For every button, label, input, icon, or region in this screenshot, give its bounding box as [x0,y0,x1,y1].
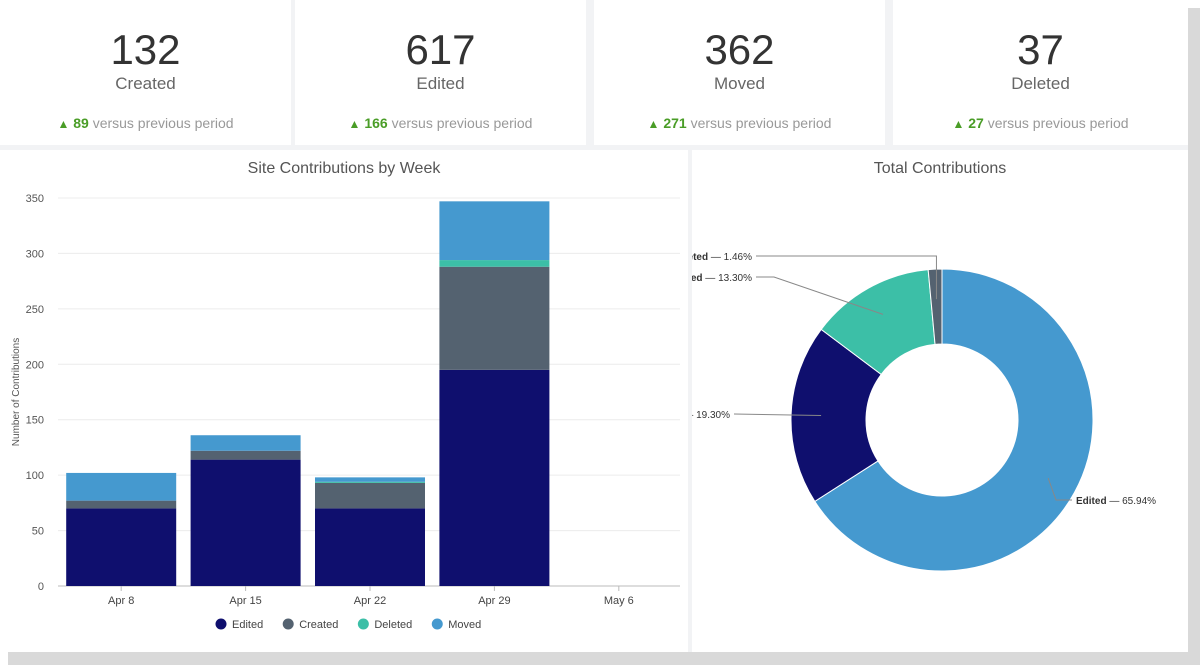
bar-segment-created[interactable] [190,450,301,460]
kpi-label: Created [115,74,176,93]
kpi-delta: ▲ 89 versus previous period [0,115,291,131]
donut-slice-label: Moved — 13.30% [692,273,752,284]
y-axis-label: Number of Contributions [11,338,22,446]
kpi-label: Deleted [1011,74,1070,93]
bar-chart-card: Site Contributions by Week 0 50 100 150 200 2… [0,150,688,652]
x-tick-label: Apr 29 [478,595,510,607]
y-tick-label: 0 [38,581,44,593]
kpi-delta: ▲ 271 versus previous period [594,115,885,131]
donut-slice-deleted[interactable] [927,268,943,345]
bar-segment-created[interactable] [315,482,425,509]
y-tick-label: 350 [26,193,44,205]
donut-chart-title: Total Contributions [873,160,1007,177]
kpi-value: 362 [704,26,775,73]
kpi-delta-value: 27 [968,115,984,131]
kpi-card-deleted: 37 Deleted ▲ 27 versus previous period [893,0,1188,145]
legend-label[interactable]: Moved [448,619,481,631]
y-tick-label: 300 [26,248,44,260]
bar-segment-edited[interactable] [66,508,177,586]
kpi-delta-text: versus previous period [690,115,832,131]
y-tick-label: 100 [26,470,44,482]
legend-label[interactable]: Deleted [374,619,412,631]
kpi-value: 132 [110,26,181,73]
donut-chart-card: Total Contributions Edited — 65.94% Creat… [692,150,1188,652]
kpi-delta-text: versus previous period [391,115,533,131]
donut-slice-edited[interactable] [814,268,1094,572]
donut-slice-label: Deleted — 1.46% [692,252,752,263]
bar-segment-moved[interactable] [190,435,301,451]
legend-marker [357,618,369,630]
kpi-card-moved: 362 Moved ▲ 271 versus previous period [594,0,885,145]
bar-segment-moved[interactable] [439,201,550,261]
up-arrow-icon: ▲ [952,117,965,131]
kpi-delta-text: versus previous period [92,115,234,131]
bar-segment-moved[interactable] [66,472,177,501]
donut-slice-label: Edited — 65.94% [1076,496,1156,507]
x-tick-label: May 6 [604,595,634,607]
kpi-card-edited: 617 Edited ▲ 166 versus previous period [295,0,586,145]
bar-segment-created[interactable] [439,266,550,370]
kpi-delta-value: 89 [73,115,89,131]
legend-label[interactable]: Created [299,619,338,631]
leader-line [733,413,822,417]
kpi-delta-value: 271 [663,115,687,131]
kpi-delta-value: 166 [364,115,388,131]
kpi-card-created: 132 Created ▲ 89 versus previous period [0,0,291,145]
y-tick-label: 200 [26,359,44,371]
x-tick-label: Apr 8 [108,595,134,607]
x-tick-label: Apr 22 [354,595,386,607]
kpi-delta-text: versus previous period [987,115,1129,131]
bar-segment-edited[interactable] [439,369,550,586]
legend-marker [215,618,227,630]
bar-segment-deleted[interactable] [439,260,550,267]
y-tick-label: 250 [26,304,44,316]
y-tick-label: 150 [26,415,44,427]
kpi-value: 617 [405,26,476,73]
frame-shadow [8,652,1200,665]
kpi-label: Edited [416,74,465,93]
y-tick-label: 50 [32,526,44,538]
leader-line [756,255,937,300]
donut-slice-created[interactable] [790,328,882,503]
up-arrow-icon: ▲ [348,117,361,131]
kpi-value: 37 [1017,26,1064,73]
bar-chart-title: Site Contributions by Week [247,160,441,177]
legend-marker [431,618,443,630]
bar-segment-moved[interactable] [315,477,425,482]
leader-line [1047,477,1072,501]
frame-shadow [1188,8,1200,665]
bar-segment-edited[interactable] [315,508,425,586]
up-arrow-icon: ▲ [647,117,660,131]
donut-chart: Edited — 65.94% Created — 19.30% Moved — 1… [692,252,1156,572]
legend-marker [282,618,294,630]
donut-slice-label: Created — 19.30% [692,410,730,421]
bar-segment-edited[interactable] [190,459,301,586]
kpi-label: Moved [713,74,766,93]
x-tick-label: Apr 15 [229,595,261,607]
bar-segment-deleted[interactable] [315,481,425,483]
kpi-delta: ▲ 27 versus previous period [893,115,1188,131]
bar-chart: 0 50 100 150 200 250 300 350 Number of Contribut… [11,193,680,631]
leader-line [756,276,884,315]
legend-label[interactable]: Edited [232,619,263,631]
up-arrow-icon: ▲ [57,117,70,131]
bar-segment-created[interactable] [66,500,177,509]
kpi-delta: ▲ 166 versus previous period [295,115,586,131]
